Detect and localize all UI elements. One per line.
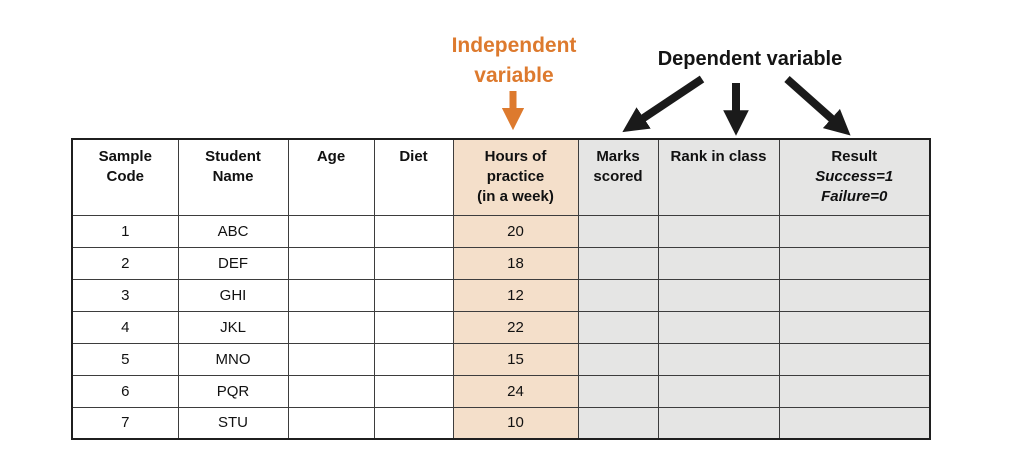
cell-rank <box>657 278 780 312</box>
col-header-result: Result Success=1 Failure=0 <box>778 138 931 216</box>
table-row: 7 STU 10 <box>71 406 931 440</box>
cell-student-name: ABC <box>177 214 289 248</box>
cell-hours: 10 <box>452 406 579 440</box>
cell-hours: 20 <box>452 214 579 248</box>
cell-result <box>778 214 931 248</box>
cell-diet <box>373 278 454 312</box>
cell-result <box>778 278 931 312</box>
table-row: 2 DEF 18 <box>71 246 931 280</box>
cell-diet <box>373 374 454 408</box>
cell-sample-code: 3 <box>71 278 179 312</box>
cell-rank <box>657 406 780 440</box>
cell-rank <box>657 310 780 344</box>
cell-diet <box>373 246 454 280</box>
cell-age <box>287 278 375 312</box>
cell-hours: 12 <box>452 278 579 312</box>
dependent-variable-label: Dependent variable <box>657 48 843 70</box>
cell-diet <box>373 214 454 248</box>
cell-marks <box>577 374 659 408</box>
cell-age <box>287 406 375 440</box>
independent-variable-line2: variable <box>474 64 554 87</box>
cell-rank <box>657 246 780 280</box>
cell-marks <box>577 278 659 312</box>
independent-variable-line1: Independent <box>451 34 577 57</box>
col-header-diet: Diet <box>373 138 454 216</box>
table-row: 4 JKL 22 <box>71 310 931 344</box>
independent-variable-label: Independent variable <box>428 31 600 91</box>
student-data-table: Sample Code Student Name Age Diet Hours … <box>71 138 931 440</box>
cell-sample-code: 2 <box>71 246 179 280</box>
cell-sample-code: 7 <box>71 406 179 440</box>
cell-sample-code: 1 <box>71 214 179 248</box>
table-row: 1 ABC 20 <box>71 214 931 248</box>
col-header-rank-in-class: Rank in class <box>657 138 780 216</box>
cell-sample-code: 4 <box>71 310 179 344</box>
cell-diet <box>373 406 454 440</box>
cell-sample-code: 5 <box>71 342 179 376</box>
cell-rank <box>657 374 780 408</box>
cell-hours: 18 <box>452 246 579 280</box>
cell-age <box>287 374 375 408</box>
cell-hours: 24 <box>452 374 579 408</box>
cell-student-name: GHI <box>177 278 289 312</box>
cell-age <box>287 342 375 376</box>
cell-marks <box>577 310 659 344</box>
cell-sample-code: 6 <box>71 374 179 408</box>
cell-student-name: DEF <box>177 246 289 280</box>
cell-result <box>778 310 931 344</box>
col-header-sample-code: Sample Code <box>71 138 179 216</box>
cell-age <box>287 246 375 280</box>
cell-rank <box>657 214 780 248</box>
col-header-age: Age <box>287 138 375 216</box>
dependent-arrow-left-icon <box>622 75 705 133</box>
col-header-student-name: Student Name <box>177 138 289 216</box>
cell-student-name: JKL <box>177 310 289 344</box>
cell-result <box>778 342 931 376</box>
cell-age <box>287 214 375 248</box>
cell-marks <box>577 406 659 440</box>
table-row: 3 GHI 12 <box>71 278 931 312</box>
cell-marks <box>577 214 659 248</box>
table-row: 5 MNO 15 <box>71 342 931 376</box>
header-row: Sample Code Student Name Age Diet Hours … <box>71 138 931 216</box>
cell-hours: 22 <box>452 310 579 344</box>
cell-marks <box>577 246 659 280</box>
cell-rank <box>657 342 780 376</box>
cell-student-name: MNO <box>177 342 289 376</box>
col-header-marks-scored: Marks scored <box>577 138 659 216</box>
cell-age <box>287 310 375 344</box>
cell-student-name: PQR <box>177 374 289 408</box>
table-row: 6 PQR 24 <box>71 374 931 408</box>
cell-diet <box>373 342 454 376</box>
cell-diet <box>373 310 454 344</box>
cell-result <box>778 406 931 440</box>
cell-student-name: STU <box>177 406 289 440</box>
cell-result <box>778 374 931 408</box>
dependent-arrow-right-icon <box>784 76 851 136</box>
col-header-hours-of-practice: Hours of practice (in a week) <box>452 138 579 216</box>
cell-result <box>778 246 931 280</box>
cell-marks <box>577 342 659 376</box>
cell-hours: 15 <box>452 342 579 376</box>
